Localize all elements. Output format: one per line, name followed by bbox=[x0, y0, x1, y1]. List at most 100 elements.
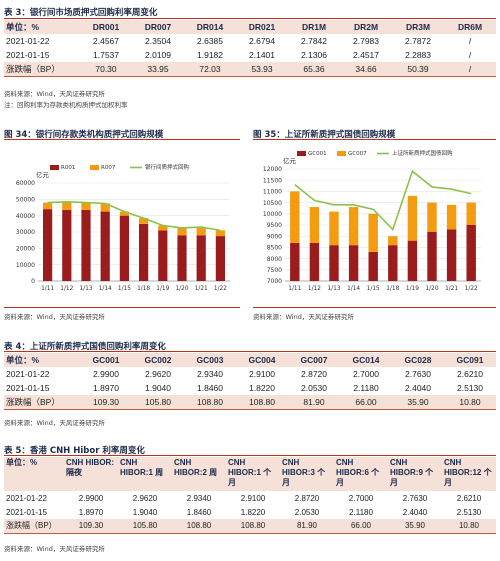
table-row: 涨跌幅（BP） 109.30 105.80 108.80 108.80 81.90 66.0… bbox=[4, 519, 496, 534]
legend-label: GC001 bbox=[308, 151, 327, 157]
y-tick-label: 0 bbox=[31, 278, 35, 285]
header-cell: CNH HIBOR:2 周 bbox=[172, 457, 226, 491]
y-tick-label: 8000 bbox=[267, 256, 282, 263]
header-cell: GC028 bbox=[392, 353, 444, 367]
header-cell: GC014 bbox=[340, 353, 392, 367]
x-tick-label: 1/22 bbox=[465, 286, 478, 292]
table-cell: 1.9040 bbox=[145, 383, 171, 393]
table-row: 2021-01-22 2.9900 2.9620 2.9340 2.9100 2.8720… bbox=[4, 491, 496, 505]
bar-gc001 bbox=[290, 242, 300, 281]
x-tick-label: 1/20 bbox=[425, 286, 438, 292]
header-cell: DR007 bbox=[132, 20, 184, 34]
table3-footnote: 注：回购利率为存款类机构质押式加权利率 bbox=[4, 101, 128, 109]
table-cell: 2021-01-22 bbox=[6, 369, 50, 379]
table-cell: 1.8970 bbox=[78, 507, 104, 517]
bar-gc007 bbox=[290, 191, 300, 243]
table-cell: 72.03 bbox=[184, 62, 236, 77]
bar-r001 bbox=[158, 230, 168, 281]
table-cell: 2.9900 bbox=[93, 369, 119, 379]
table-cell: 2.6210 bbox=[456, 493, 482, 503]
y-tick-label: 40000 bbox=[16, 213, 35, 220]
table-cell: 2.4040 bbox=[405, 383, 431, 393]
table-cell: 2.7630 bbox=[405, 369, 431, 379]
x-tick-label: 1/12 bbox=[60, 286, 73, 292]
table-cell: 1.8460 bbox=[186, 507, 212, 517]
table-cell: 10.80 bbox=[444, 395, 496, 410]
table-row: 涨跌幅（BP） 70.30 33.95 72.03 53.93 65.36 34.66 50.… bbox=[4, 62, 496, 77]
bar-r001 bbox=[215, 236, 226, 281]
bar-gc007 bbox=[368, 213, 378, 252]
bar-gc007 bbox=[309, 207, 320, 243]
table-cell: 2.7000 bbox=[348, 493, 374, 503]
header-cell: GC001 bbox=[80, 353, 132, 367]
bar-r007 bbox=[158, 225, 168, 231]
table-row: 2021-01-22 2.9900 2.9620 2.9340 2.9100 2.8720… bbox=[4, 367, 496, 381]
header-cell: CNH HIBOR:1 个月 bbox=[226, 457, 280, 491]
table-cell: 2.9620 bbox=[132, 493, 158, 503]
fig35-chart: 亿元 7000 7500 8000 8500 9000 9500 10000 10500 1100… bbox=[263, 149, 481, 292]
table-cell: 35.90 bbox=[388, 519, 442, 534]
table3: 单位：% DR001 DR007 DR014 DR021 DR1M DR2M DR3M DR6M… bbox=[4, 20, 496, 77]
table-cell: 109.30 bbox=[64, 519, 118, 534]
series-line bbox=[47, 200, 221, 232]
table-cell: 35.90 bbox=[392, 395, 444, 410]
header-cell: 单位：% bbox=[4, 457, 64, 491]
bar-gc001 bbox=[348, 245, 359, 281]
header-cell: GC004 bbox=[236, 353, 288, 367]
y-tick-label: 7000 bbox=[267, 278, 282, 285]
table-cell: 涨跌幅（BP） bbox=[4, 519, 64, 534]
bar-r007 bbox=[177, 227, 187, 236]
x-tick-label: 1/19 bbox=[406, 286, 419, 292]
table-cell: 2.3504 bbox=[145, 36, 171, 46]
table-cell: 2.6385 bbox=[197, 36, 223, 46]
bar-r001 bbox=[196, 235, 206, 281]
table-cell: 涨跌幅（BP） bbox=[4, 395, 80, 410]
header-cell: DR6M bbox=[444, 20, 496, 34]
bar-gc007 bbox=[466, 202, 476, 225]
header-cell: DR1M bbox=[288, 20, 340, 34]
y-tick-label: 9000 bbox=[267, 233, 282, 240]
header-cell: CNH HIBOR:9 个月 bbox=[388, 457, 442, 491]
bar-r001 bbox=[81, 209, 91, 281]
header-cell: 单位：% bbox=[4, 353, 80, 367]
table-cell: 2.9340 bbox=[186, 493, 212, 503]
bar-r007 bbox=[81, 202, 91, 210]
y-tick-label: 10000 bbox=[16, 262, 35, 269]
table-cell: 2.7983 bbox=[353, 36, 379, 46]
table-cell: 2.9900 bbox=[78, 493, 104, 503]
y-tick-label: 11500 bbox=[263, 177, 282, 184]
y-tick-label: 8500 bbox=[267, 245, 282, 252]
table-cell: 2021-01-22 bbox=[6, 493, 47, 503]
x-tick-label: 1/21 bbox=[445, 286, 458, 292]
table-row: 2021-01-15 1.8970 1.9040 1.8460 1.8220 2.0530… bbox=[4, 505, 496, 519]
table-cell: 2.5130 bbox=[456, 507, 482, 517]
table-cell: / bbox=[468, 36, 472, 46]
fig34-source: 资料来源：Wind，天风证券研究所 bbox=[4, 313, 105, 321]
x-tick-label: 1/21 bbox=[195, 286, 208, 292]
table-cell: 2.4567 bbox=[93, 36, 119, 46]
bar-r001 bbox=[119, 215, 130, 281]
table-cell: 2021-01-15 bbox=[6, 507, 47, 517]
x-tick-label: 1/15 bbox=[118, 286, 131, 292]
table-cell: 81.90 bbox=[288, 395, 340, 410]
x-tick-label: 1/18 bbox=[386, 286, 399, 292]
y-tick-label: 20000 bbox=[16, 246, 35, 253]
table-cell: 涨跌幅（BP） bbox=[4, 62, 80, 77]
table-cell: 2.1306 bbox=[301, 50, 327, 60]
x-tick-label: 1/18 bbox=[137, 286, 150, 292]
table-cell: 2.7000 bbox=[353, 369, 379, 379]
x-tick-label: 1/13 bbox=[79, 286, 92, 292]
table-cell: 1.8970 bbox=[93, 383, 119, 393]
table-cell: 2021-01-15 bbox=[6, 50, 50, 60]
table-cell: 10.80 bbox=[442, 519, 496, 534]
table-row: 涨跌幅（BP） 109.30 105.80 108.80 108.80 81.90 66.0… bbox=[4, 395, 496, 410]
table4-caption: 表 4：上证所新质押式国债回购利率周变化 bbox=[4, 342, 166, 352]
table-cell: 70.30 bbox=[80, 62, 132, 77]
table-cell: 2021-01-15 bbox=[6, 383, 50, 393]
table-cell: 2.8720 bbox=[301, 369, 327, 379]
table-cell: 2.5130 bbox=[457, 383, 483, 393]
x-tick-label: 1/13 bbox=[327, 286, 340, 292]
legend-label: R001 bbox=[61, 165, 75, 171]
fig34-caption: 图 34：银行间存款类机构质押式回购规模 bbox=[4, 130, 164, 140]
table-cell: 53.93 bbox=[236, 62, 288, 77]
